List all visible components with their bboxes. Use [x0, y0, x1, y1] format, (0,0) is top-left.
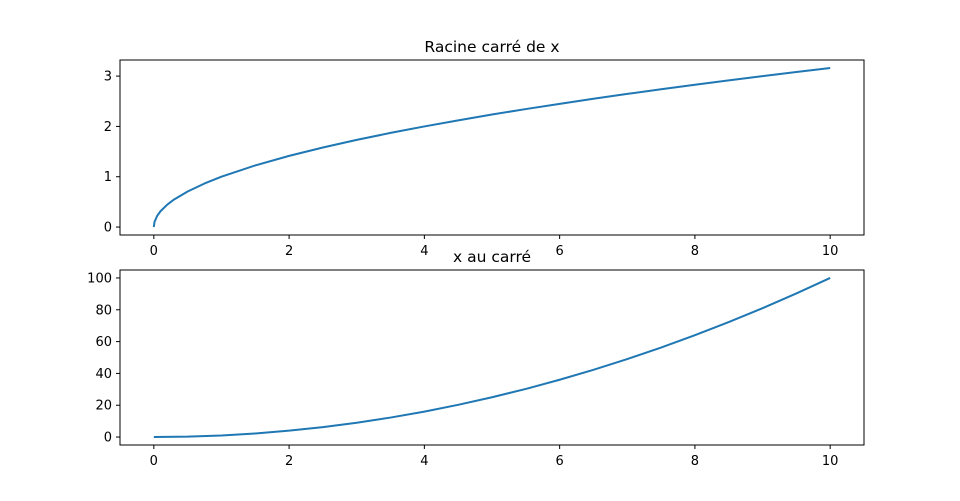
chart-title-x-squared: x au carré	[453, 248, 531, 266]
x-axis-ticks: 0 2 4 6 8 10	[150, 235, 839, 259]
y-tick-label: 80	[95, 303, 112, 318]
y-tick-label: 40	[95, 367, 112, 382]
y-tick-label: 20	[95, 399, 112, 414]
series-layer	[153, 277, 831, 439]
y-axis-ticks: 0 20 40 60 80 100	[87, 271, 120, 446]
x-axis-ticks: 0 2 4 6 8 10	[150, 445, 839, 469]
series-line	[152, 66, 831, 228]
x-tick-label: 10	[822, 454, 839, 469]
y-tick-label: 0	[104, 431, 112, 446]
x-tick-label: 2	[285, 244, 293, 259]
subplot-square-root: Racine carré de x 0 2 4 6 8 10 0 1 2 3	[104, 38, 865, 259]
x-tick-label: 6	[555, 454, 563, 469]
series-layer	[152, 66, 831, 228]
y-tick-label: 2	[104, 120, 112, 135]
x-tick-label: 0	[150, 454, 158, 469]
x-tick-label: 6	[555, 244, 563, 259]
y-tick-label: 60	[95, 335, 112, 350]
plot-frame	[119, 269, 865, 446]
x-tick-label: 4	[420, 244, 428, 259]
y-tick-label: 1	[104, 170, 112, 185]
y-tick-label: 3	[104, 70, 112, 85]
x-tick-label: 8	[691, 244, 699, 259]
plot-frame	[119, 59, 865, 236]
y-axis-ticks: 0 1 2 3	[104, 70, 120, 236]
x-tick-label: 4	[420, 454, 428, 469]
y-tick-label: 100	[87, 271, 112, 286]
x-tick-label: 2	[285, 454, 293, 469]
chart-title-square-root: Racine carré de x	[424, 38, 559, 56]
x-tick-label: 10	[822, 244, 839, 259]
series-line	[153, 277, 831, 439]
y-tick-label: 0	[104, 221, 112, 236]
subplot-x-squared: x au carré 0 2 4 6 8 10 0 20 40 60 80 100	[87, 248, 865, 469]
x-tick-label: 8	[691, 454, 699, 469]
x-tick-label: 0	[150, 244, 158, 259]
